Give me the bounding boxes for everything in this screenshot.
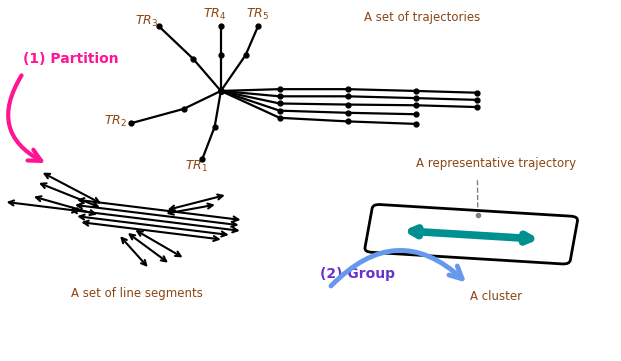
- Text: $TR_4$: $TR_4$: [203, 6, 226, 22]
- Text: A set of trajectories: A set of trajectories: [364, 11, 480, 24]
- Text: (1) Partition: (1) Partition: [23, 52, 119, 66]
- Text: $TR_3$: $TR_3$: [135, 14, 158, 29]
- Text: (2) Group: (2) Group: [320, 267, 395, 280]
- Text: $TR_1$: $TR_1$: [184, 159, 207, 174]
- Text: $TR_2$: $TR_2$: [104, 114, 127, 129]
- Text: A cluster: A cluster: [470, 290, 522, 304]
- Text: $TR_5$: $TR_5$: [247, 6, 270, 22]
- Text: A set of line segments: A set of line segments: [71, 287, 203, 300]
- FancyBboxPatch shape: [365, 205, 578, 264]
- Text: A representative trajectory: A representative trajectory: [416, 157, 576, 170]
